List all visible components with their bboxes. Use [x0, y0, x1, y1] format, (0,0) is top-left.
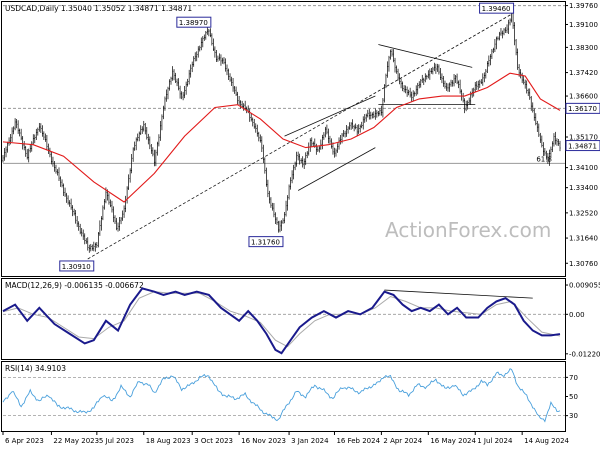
macd-y-tick-label: 0.00 [569, 311, 585, 319]
value-label: 1.39460 [482, 5, 511, 13]
fibonacci-annotation: 61.8 [536, 155, 552, 163]
macd-panel-title: MACD(12,26,9) -0.006135 -0.006672 [5, 281, 144, 290]
value-label: 1.34871 [568, 142, 597, 150]
value-label-box [479, 2, 515, 14]
price-y-tick-label: 1.33400 [569, 184, 598, 192]
macd-y-tick-label: -0.012209 [569, 350, 600, 358]
x-axis-tick-label: 6 Apr 2023 [5, 437, 44, 445]
x-axis-tick-label: 3 Oct 2023 [194, 437, 233, 445]
value-label: 1.36170 [568, 105, 597, 113]
x-axis-tick-label: 3 Jan 2024 [291, 437, 329, 445]
rsi-line [2, 368, 561, 423]
price-y-tick-label: 1.39100 [569, 21, 598, 29]
value-label: 1.30910 [62, 263, 91, 271]
trendline [87, 13, 512, 260]
macd-line [2, 287, 561, 355]
price-y-tick-label: 1.39760 [569, 2, 598, 10]
value-label-box [565, 140, 600, 152]
value-label: 1.31760 [251, 238, 280, 246]
x-axis-tick-label: 14 Aug 2024 [524, 437, 569, 445]
trendline [284, 95, 376, 137]
watermark: ActionForex.com [385, 218, 551, 242]
x-axis-tick-label: 16 May 2024 [430, 437, 476, 445]
price-y-tick-label: 1.36600 [569, 93, 598, 101]
value-label-box [248, 236, 284, 248]
price-panel: 1.30760 1.31640 1.32520 1.33400 1.34100 1.351… [2, 2, 600, 272]
value-label-box [176, 16, 212, 28]
x-axis-tick-label: 1 Jul 2024 [477, 437, 513, 445]
x-axis-tick-label: 16 Feb 2024 [336, 437, 380, 445]
value-label-box [59, 260, 95, 272]
x-axis-tick-label: 16 Nov 2023 [241, 437, 286, 445]
value-label-box [565, 102, 600, 114]
trendline [297, 147, 376, 191]
rsi-panel: 70 50 30 [2, 368, 578, 423]
x-axis: 6 Apr 2023 22 May 2023 5 Jul 2023 18 Aug 20… [2, 432, 570, 445]
macd-panel-frame [1, 278, 566, 360]
price-y-tick-label: 1.31640 [569, 235, 598, 243]
x-axis-tick-label: 5 Jul 2023 [99, 437, 134, 445]
price-y-tick-label: 1.30760 [569, 260, 598, 268]
rsi-panel-title: RSI(14) 34.9103 [5, 364, 66, 373]
x-axis-tick-label: 18 Aug 2023 [146, 437, 191, 445]
macd-y-tick-label: 0.009055 [569, 282, 600, 290]
price-y-tick-label: 1.38300 [569, 44, 598, 52]
price-y-tick-label: 1.37420 [569, 69, 598, 77]
macd-panel: 0.009055 0.00 -0.012209 [2, 282, 600, 358]
moving-average-line [2, 72, 561, 203]
price-panel-title: USDCAD,Daily 1.35040 1.35052 1.34871 1.3… [5, 4, 192, 13]
x-axis-tick-label: 2 Apr 2024 [383, 437, 422, 445]
price-y-tick-label: 1.35170 [569, 133, 598, 141]
price-y-tick-label: 1.32520 [569, 209, 598, 217]
trendline [378, 44, 473, 68]
price-panel-frame [1, 1, 566, 277]
rsi-y-tick-label: 30 [569, 412, 578, 420]
rsi-y-tick-label: 70 [569, 374, 578, 382]
price-y-tick-label: 1.34100 [569, 164, 598, 172]
rsi-y-tick-label: 50 [569, 393, 578, 401]
x-axis-tick-label: 22 May 2023 [53, 437, 99, 445]
macd-trendline [384, 289, 533, 299]
value-label: 1.38970 [179, 19, 208, 27]
